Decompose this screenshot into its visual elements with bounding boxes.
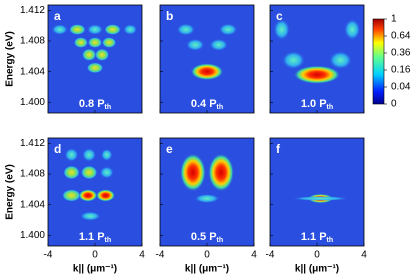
x-tick-label: -4 <box>44 250 53 261</box>
power-subscript: th <box>217 104 224 111</box>
intensity-blob <box>87 37 103 48</box>
y-tick-label: 1.404 <box>20 66 45 77</box>
intensity-blob <box>328 50 353 70</box>
intensity-blob <box>176 23 196 36</box>
heatmap <box>160 5 254 113</box>
y-tick-label: 1.404 <box>20 199 45 210</box>
heatmap-background <box>160 138 254 246</box>
colorbar-tick-label: 0.64 <box>391 31 411 42</box>
intensity-blob <box>194 193 220 204</box>
intensity-blob <box>123 24 138 35</box>
intensity-blob <box>79 211 101 221</box>
intensity-blob <box>344 18 361 41</box>
colorbar <box>372 18 385 105</box>
y-tick-label: 1.412 <box>20 5 45 16</box>
intensity-blob <box>100 148 113 161</box>
intensity-blob <box>82 147 97 162</box>
panel-label: e <box>166 142 173 156</box>
intensity-blob <box>291 196 350 201</box>
intensity-blob <box>51 24 68 35</box>
intensity-blob <box>185 38 205 51</box>
intensity-blob <box>86 24 104 35</box>
power-value: 0.8 P <box>79 98 105 110</box>
intensity-blob <box>102 37 117 48</box>
x-tick-label: 4 <box>251 250 257 261</box>
intensity-blob <box>62 189 81 202</box>
intensity-blob <box>86 62 104 74</box>
power-subscript: th <box>327 237 334 244</box>
power-value: 1.0 P <box>301 98 327 110</box>
y-axis-label: Energy (eV) <box>5 31 16 87</box>
panel-label: f <box>276 142 281 156</box>
y-tick-label: 1.408 <box>20 169 45 180</box>
intensity-blob <box>80 165 98 180</box>
power-value: 0.5 P <box>191 231 217 243</box>
colorbar-tick-label: 0.16 <box>391 65 411 76</box>
y-tick-label: 1.412 <box>20 138 45 149</box>
x-tick-label: 0 <box>204 250 210 261</box>
panel-label: c <box>276 9 283 23</box>
colorbar-tick-label: 0 <box>391 99 397 110</box>
panel-label: a <box>54 9 61 23</box>
power-value: 1.1 P <box>79 231 105 243</box>
power-annotation: 1.1 Pth <box>301 231 333 244</box>
power-subscript: th <box>217 237 224 244</box>
intensity-blob <box>209 38 229 51</box>
intensity-blob <box>179 153 206 192</box>
heatmap-background <box>270 138 364 246</box>
intensity-blob <box>104 24 121 35</box>
intensity-blob <box>293 65 341 84</box>
power-value: 0.4 P <box>191 98 217 110</box>
heatmap <box>270 5 364 113</box>
x-axis-label: k|| (μm⁻¹) <box>185 264 229 275</box>
power-subscript: th <box>105 237 112 244</box>
intensity-blob <box>218 23 238 36</box>
colorbar-tick-label: 0.04 <box>391 82 411 93</box>
x-tick-label: -4 <box>266 250 275 261</box>
heatmap <box>270 138 364 246</box>
intensity-blob <box>95 48 110 61</box>
power-subscript: th <box>105 104 112 111</box>
intensity-blob <box>78 189 98 202</box>
power-subscript: th <box>327 104 334 111</box>
panel-label: d <box>54 142 61 156</box>
colorbar-tick-label: 0.36 <box>391 48 411 59</box>
power-annotation: 0.8 Pth <box>79 98 111 111</box>
y-tick-label: 1.408 <box>20 36 45 47</box>
y-tick-label: 1.400 <box>20 97 45 108</box>
heatmap <box>48 138 142 246</box>
heatmap-background <box>48 5 142 113</box>
power-value: 1.1 P <box>301 231 327 243</box>
x-tick-label: 0 <box>92 250 98 261</box>
power-annotation: 1.0 Pth <box>301 98 333 111</box>
y-tick-label: 1.400 <box>20 230 45 241</box>
x-tick-label: 4 <box>139 250 145 261</box>
heatmap <box>48 5 142 113</box>
intensity-blob <box>208 153 235 192</box>
intensity-blob <box>82 48 97 61</box>
x-tick-label: 4 <box>361 250 367 261</box>
x-axis-label: k|| (μm⁻¹) <box>295 264 339 275</box>
intensity-blob <box>99 166 114 179</box>
power-annotation: 0.5 Pth <box>191 231 223 244</box>
intensity-blob <box>273 18 290 41</box>
y-axis-label: Energy (eV) <box>5 164 16 220</box>
intensity-blob <box>69 24 86 35</box>
intensity-blob <box>190 63 224 81</box>
intensity-blob <box>64 147 79 162</box>
intensity-blob <box>63 165 80 180</box>
power-annotation: 0.4 Pth <box>191 98 223 111</box>
intensity-blob <box>96 189 115 202</box>
intensity-blob <box>281 50 306 70</box>
x-tick-label: 0 <box>314 250 320 261</box>
heatmap-background <box>160 5 254 113</box>
intensity-blob <box>73 37 88 48</box>
colorbar-tick-label: 1 <box>391 14 397 25</box>
power-annotation: 1.1 Pth <box>79 231 111 244</box>
heatmap <box>160 138 254 246</box>
x-axis-label: k|| (μm⁻¹) <box>73 264 117 275</box>
x-tick-label: -4 <box>156 250 165 261</box>
panel-label: b <box>166 9 173 23</box>
